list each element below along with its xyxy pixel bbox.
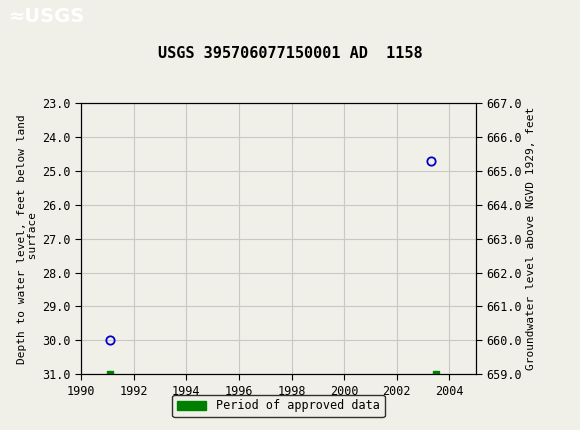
Legend: Period of approved data: Period of approved data (172, 394, 385, 417)
Y-axis label: Groundwater level above NGVD 1929, feet: Groundwater level above NGVD 1929, feet (526, 107, 536, 370)
Text: ≈USGS: ≈USGS (9, 6, 85, 26)
Y-axis label: Depth to water level, feet below land
 surface: Depth to water level, feet below land su… (16, 114, 38, 363)
Text: USGS 395706077150001 AD  1158: USGS 395706077150001 AD 1158 (158, 46, 422, 61)
